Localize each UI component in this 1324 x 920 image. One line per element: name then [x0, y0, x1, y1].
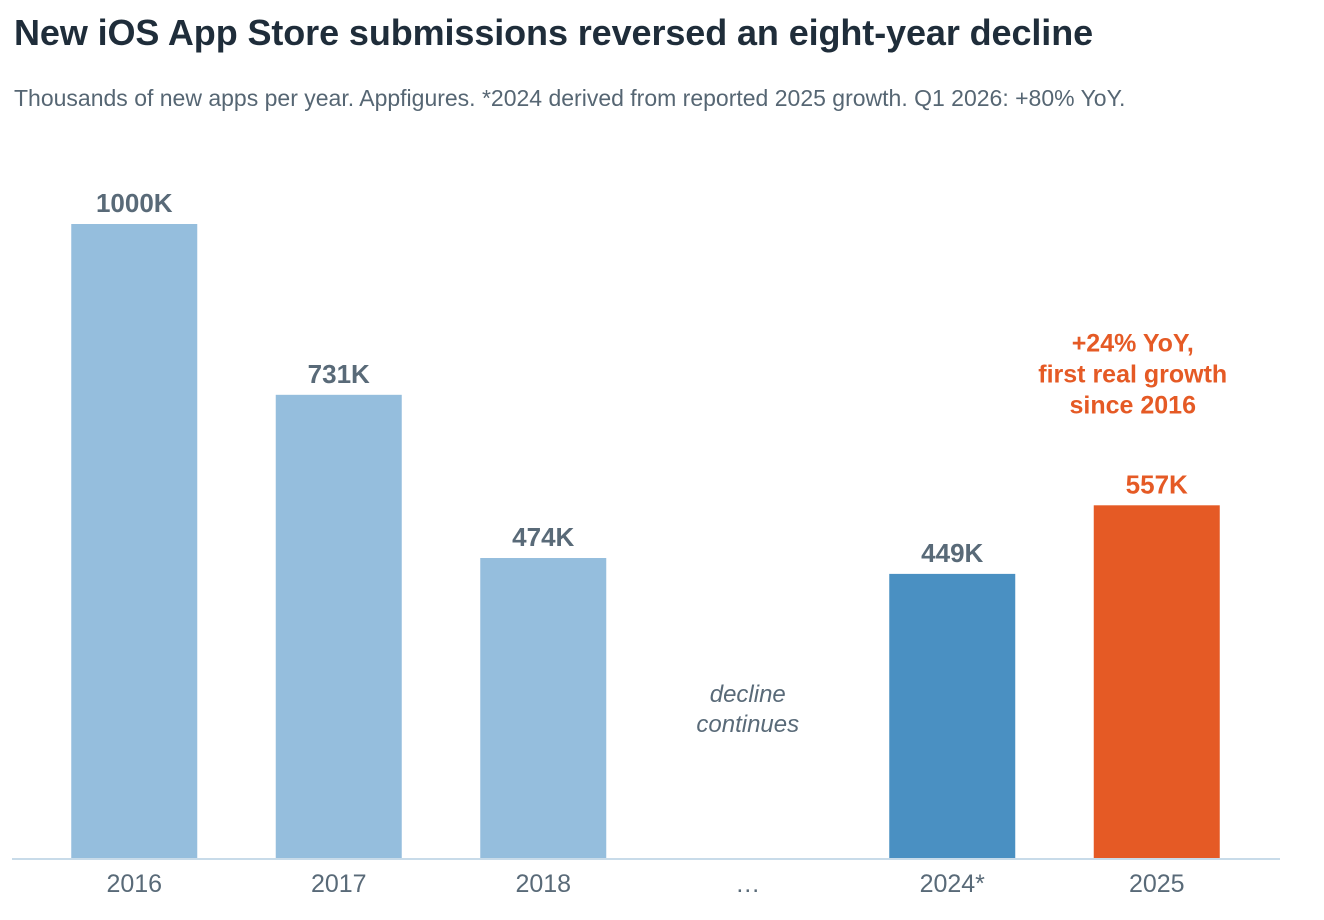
growth-annotation: +24% YoY, first real growth since 2016 — [1038, 329, 1227, 419]
value-labels-group: 1000K 731K 474K 449K 557K — [96, 188, 1188, 568]
annotation-line: first real growth — [1038, 360, 1227, 388]
data-label: 474K — [512, 522, 574, 552]
bar — [889, 573, 1016, 859]
gap-note-line: continues — [696, 711, 799, 738]
data-label: 1000K — [96, 188, 173, 218]
bars-group — [71, 224, 1220, 859]
bar — [480, 558, 607, 859]
annotation-line: since 2016 — [1070, 391, 1197, 419]
chart-subtitle: Thousands of new apps per year. Appfigur… — [14, 85, 1126, 111]
gap-note: decline continues — [696, 681, 799, 738]
x-tick-label: 2016 — [106, 870, 162, 898]
annotation-line: +24% YoY, — [1072, 329, 1194, 357]
chart-title: New iOS App Store submissions reversed a… — [14, 12, 1094, 53]
x-tick-label: 2018 — [515, 870, 571, 898]
x-tick-label: … — [735, 870, 760, 898]
bar — [275, 394, 402, 859]
data-label: 731K — [308, 359, 370, 389]
data-label: 557K — [1126, 469, 1188, 499]
bar — [1093, 505, 1220, 859]
x-tick-label: 2017 — [311, 870, 367, 898]
x-tick-label: 2025 — [1129, 870, 1185, 898]
x-tick-labels-group: 2016 2017 2018 … 2024* 2025 — [106, 870, 1184, 898]
x-tick-label: 2024* — [920, 870, 986, 898]
gap-note-line: decline — [710, 681, 786, 708]
bar — [71, 224, 198, 859]
data-label: 449K — [921, 538, 983, 568]
